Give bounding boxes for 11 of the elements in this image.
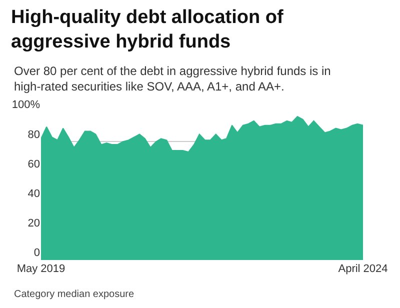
y-tick-label: 60 [28, 158, 40, 170]
y-tick-label: 40 [28, 188, 40, 200]
chart-title: High-quality debt allocation of aggressive hybrid funds [11, 7, 284, 53]
y-tick-label: 20 [28, 218, 40, 230]
y-tick-label: 80 [28, 128, 40, 141]
x-tick-label: April 2024 [338, 263, 388, 275]
chart-subtitle: Over 80 per cent of the debt in aggressive hybrid funds is in high-rated securities like SOV, AAA, A1+, and AA+. [14, 64, 331, 94]
text: Category median exposure [14, 289, 135, 300]
y-tick-label: 0 [34, 247, 40, 260]
x-tick-label: May 2019 [16, 263, 66, 275]
y-tick-label: 100% [12, 99, 40, 112]
